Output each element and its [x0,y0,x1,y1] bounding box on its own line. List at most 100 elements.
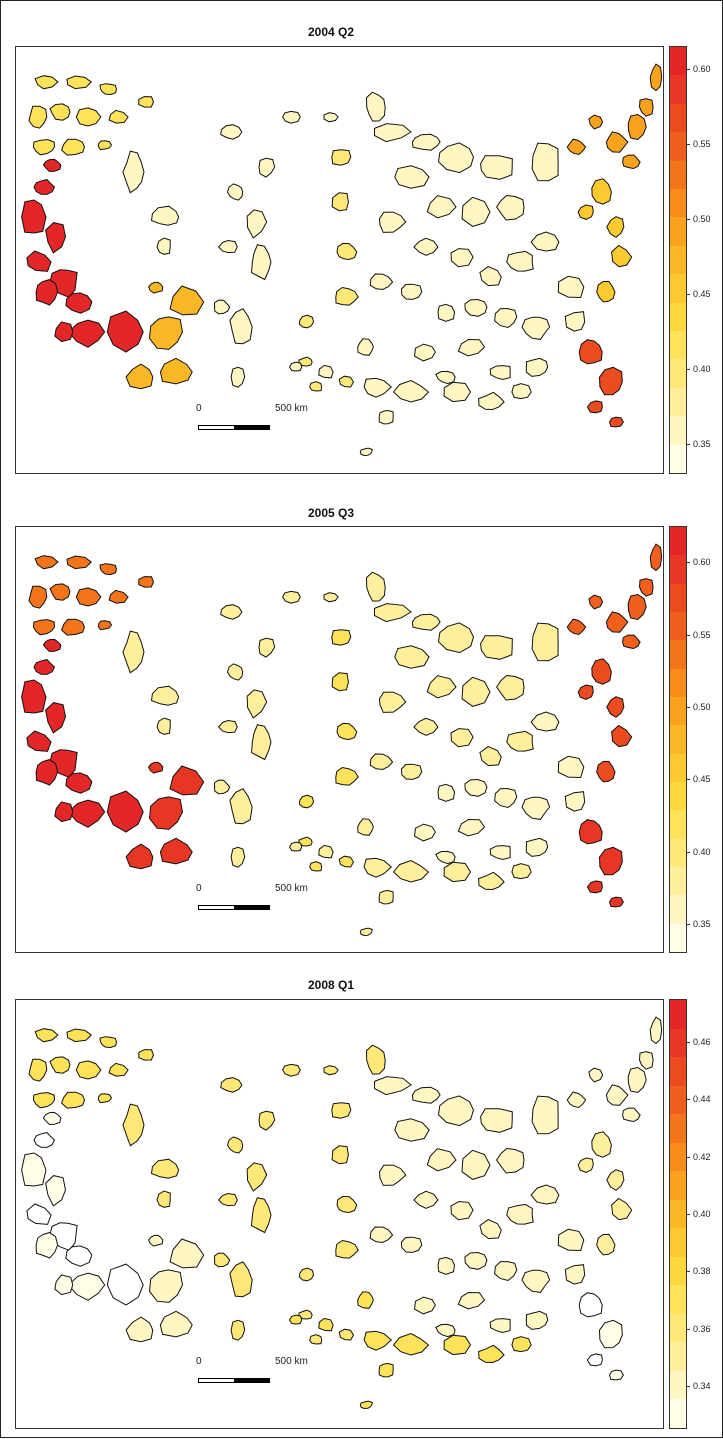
metro-area-mid_atlantic [606,216,625,238]
metro-area-rockies [156,717,171,735]
legend-color-step [670,809,686,839]
metro-area-south [464,1251,488,1270]
metro-area-california [65,292,93,314]
metro-area-mid_atlantic [611,1197,633,1221]
metro-area-south [437,303,456,322]
legend-color-step [670,582,686,612]
legend-color-step [670,1055,686,1086]
metro-area-pacific_nw [49,583,71,601]
legend-color-step [670,639,686,669]
metro-area-california [33,659,56,675]
metro-area-pacific_nw [66,555,92,570]
metro-area-mid_atlantic [577,684,594,700]
metro-area-rockies [213,779,231,795]
metro-area-pacific_nw [108,1062,129,1077]
legend-tick [687,1328,690,1330]
metro-area-california [33,179,56,195]
metro-area-south [413,1296,436,1315]
metro-area-midwest [378,211,407,233]
metro-area-midwest [495,674,525,701]
metro-area-rockies [230,366,246,388]
metro-area-pacific_nw [97,140,113,151]
metro-area-florida [608,416,624,428]
metro-area-gulf [363,857,393,878]
scale-distance-label: 500 km [275,403,308,414]
metro-area-midwest [437,622,475,654]
legend-tick [687,1099,690,1101]
legend-tick-label: 0.60 [693,63,711,74]
metro-area-texas_nm [288,361,303,372]
metro-area-rockies [156,1190,171,1208]
metro-area-gulf [363,1330,393,1351]
metro-area-plains [298,356,313,367]
metro-area-midwest [378,691,407,713]
legend-color-step [670,443,686,473]
legend-color-step [670,724,686,754]
metro-area-california [35,759,59,786]
metro-area-gulf [511,1336,532,1353]
metro-area-southwest [148,1269,184,1303]
metro-area-south [464,298,488,317]
metro-area-midwest [531,622,559,662]
metro-area-northeast [627,593,647,621]
legend-color-step [670,47,686,76]
metro-area-northeast [649,63,663,92]
legend-tick-label: 0.40 [693,1209,711,1219]
metro-area-pacific_nw [138,1049,155,1061]
metro-area-gulf [392,1332,430,1356]
metro-area-northeast [566,1091,587,1109]
metro-area-midwest [506,730,534,752]
metro-area-south [435,850,456,865]
metro-area-california [45,702,67,734]
legend-color-step [670,894,686,924]
metro-area-northeast [588,1067,604,1083]
metro-area-southwest [148,796,184,830]
metro-area-rockies [365,571,386,602]
metro-area-northeast [638,1051,654,1070]
metro-area-gulf [359,927,373,937]
metro-area-southwest [148,316,184,350]
metro-area-midwest [374,1076,412,1096]
metro-area-south [413,823,436,842]
legend-tick [687,851,690,853]
metro-area-midwest [369,1226,394,1244]
metro-area-california [26,250,52,272]
metro-area-texas_nm [288,1314,303,1325]
metro-area-midwest [394,645,430,669]
metro-area-south [457,1291,486,1310]
metro-area-pacific_nw [75,107,102,127]
metro-area-midwest [480,155,513,180]
metro-area-florida [586,880,603,894]
metro-area-florida [598,1319,623,1349]
metro-area-rockies [226,1136,244,1154]
metro-area-florida [598,846,623,876]
metro-area-southwest [159,837,193,865]
metro-area-south [494,308,518,329]
legend-color-step [670,1169,686,1200]
legend-color-step [670,695,686,726]
metro-area-southwest [169,1238,205,1269]
legend-tick-label: 0.35 [693,438,711,449]
metro-area-gulf [378,889,394,905]
metro-area-california [106,790,144,833]
metro-area-plains [336,1195,358,1214]
metro-area-south [564,311,586,332]
metro-area-south [530,231,560,252]
legend-color-step [670,554,686,584]
metro-area-california [67,1272,106,1301]
legend-color-step [670,130,686,161]
metro-area-california [42,158,62,172]
metro-area-rockies [282,1063,301,1077]
metro-area-midwest [426,675,457,699]
metro-area-plains [331,629,352,646]
metro-area-midwest [531,142,559,182]
metro-area-rockies [246,1162,268,1192]
metro-area-northeast [627,113,647,141]
legend-color-step [670,1198,686,1229]
legend-color-step [670,922,686,952]
legend-tick-label: 0.55 [693,629,711,640]
metro-area-pacific_nw [34,555,59,570]
map-polygons [21,63,663,457]
metro-area-pacific_nw [32,139,56,156]
legend-tick-label: 0.38 [693,1266,711,1277]
